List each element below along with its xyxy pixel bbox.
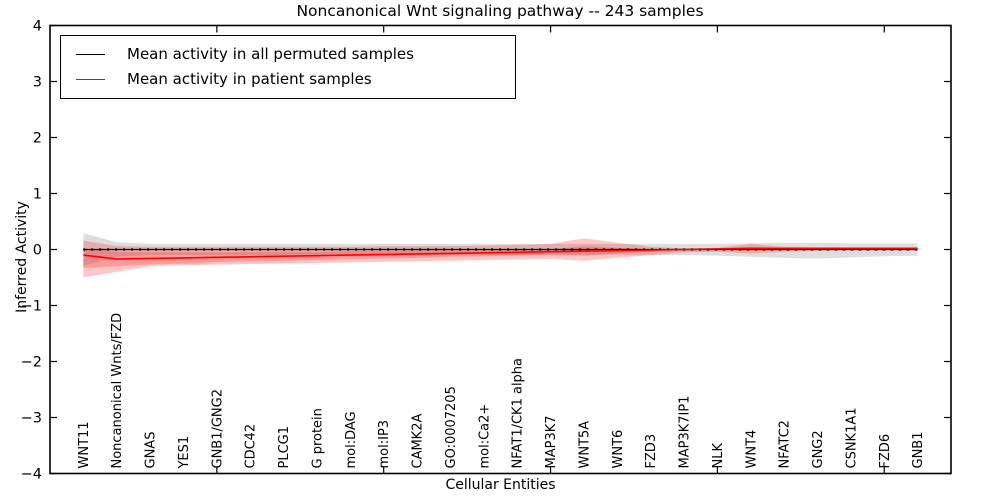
y-tick-label: 0 xyxy=(33,243,42,259)
y-tick-label: 2 xyxy=(33,131,42,147)
x-category-label: mol:Ca2+ xyxy=(477,404,492,469)
x-category-label: CSNK1A1 xyxy=(844,407,859,468)
x-category-label: WNT11 xyxy=(77,421,92,468)
patient-band-outer xyxy=(83,238,918,278)
legend-label-patient: Mean activity in patient samples xyxy=(127,70,372,89)
x-category-label: G protein xyxy=(310,408,325,468)
legend-item-patient: Mean activity in patient samples xyxy=(61,72,515,87)
x-axis-title: Cellular Entities xyxy=(445,477,556,493)
legend-item-permuted: Mean activity in all permuted samples xyxy=(61,44,515,63)
x-category-label: WNT4 xyxy=(744,430,759,469)
y-tick-label: 3 xyxy=(33,75,42,91)
x-category-label: WNT6 xyxy=(611,430,626,469)
y-tick-label: 4 xyxy=(33,19,42,35)
x-category-label: NLK xyxy=(711,443,726,469)
x-category-label: FZD3 xyxy=(644,434,659,469)
chart-title: Noncanonical Wnt signaling pathway -- 24… xyxy=(296,2,704,20)
legend-line-sample-red xyxy=(76,79,105,81)
x-category-label: FZD6 xyxy=(878,434,893,469)
patient-mean-line xyxy=(83,247,918,260)
x-category-label: NFATC2 xyxy=(778,420,793,468)
x-category-label: CAMK2A xyxy=(411,414,426,469)
x-category-label: MAP3K7IP1 xyxy=(678,396,693,469)
x-category-label: mol:DAG xyxy=(344,411,359,468)
x-category-label: WNT5A xyxy=(577,421,592,469)
y-tick-label: −4 xyxy=(21,467,42,483)
y-axis-title: Inferred Activity xyxy=(14,201,30,313)
legend-label-permuted: Mean activity in all permuted samples xyxy=(127,44,414,63)
x-category-label: PLCG1 xyxy=(277,426,292,469)
x-category-label: GNB1 xyxy=(911,432,926,469)
legend: Mean activity in all permuted samples Me… xyxy=(60,35,516,99)
x-category-label: CDC42 xyxy=(244,424,259,469)
x-category-label: mol:IP3 xyxy=(377,420,392,469)
legend-line-sample-black xyxy=(76,53,105,55)
y-tick-label: −1 xyxy=(21,299,42,315)
x-category-label: NFAT1/CK1 alpha xyxy=(511,358,526,469)
x-category-label: Noncanonical Wnts/FZD xyxy=(110,313,125,469)
x-category-label: YES1 xyxy=(177,436,192,470)
x-category-label: MAP3K7 xyxy=(544,415,559,468)
y-tick-label: 1 xyxy=(33,187,42,203)
x-category-label: GNG2 xyxy=(811,430,826,468)
y-tick-label: −2 xyxy=(21,355,42,371)
x-category-label: GNB1/GNG2 xyxy=(210,389,225,469)
x-category-label: GO:0007205 xyxy=(444,386,459,468)
y-tick-label: −3 xyxy=(21,411,42,427)
x-category-label: GNAS xyxy=(144,432,159,469)
